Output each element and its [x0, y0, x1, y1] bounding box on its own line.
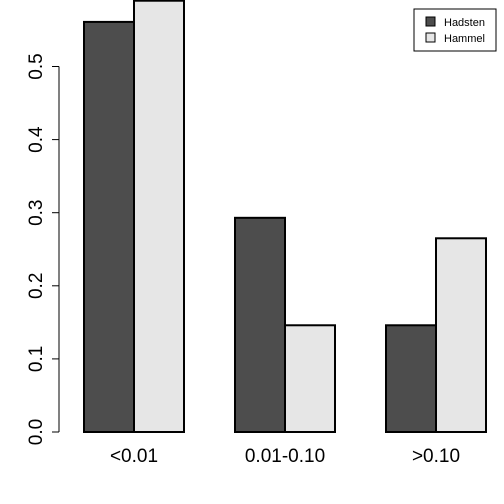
x-tick-label-1: 0.01-0.10 — [245, 446, 325, 467]
x-axis: <0.01 0.01-0.10 >0.10 — [110, 446, 460, 467]
bars-group — [83, 0, 487, 434]
legend-box — [413, 8, 497, 52]
y-tick-label-4: 0.4 — [26, 126, 47, 153]
bar-hadsten-0 — [83, 20, 135, 434]
y-tick-label-2: 0.2 — [26, 273, 47, 299]
y-axis: 0.0 0.1 0.2 0.3 0.4 0.5 — [26, 53, 60, 445]
x-tick-label-2: >0.10 — [412, 446, 460, 467]
legend: Hadsten Hammel — [413, 8, 497, 52]
legend-label-hammel: Hammel — [444, 33, 485, 45]
y-tick-label-3: 0.3 — [26, 199, 47, 225]
x-tick-label-0: <0.01 — [110, 446, 158, 467]
y-tick-label-5: 0.5 — [26, 53, 47, 79]
y-tick-label-0: 0.0 — [26, 419, 47, 445]
legend-label-hadsten: Hadsten — [444, 17, 485, 29]
bar-hadsten-1 — [234, 216, 286, 433]
bar-hadsten-2 — [385, 324, 437, 433]
y-tick-label-1: 0.1 — [26, 346, 47, 372]
bar-hammel-0 — [133, 0, 185, 434]
legend-swatch-hadsten — [425, 16, 436, 27]
legend-swatch-hammel — [425, 32, 436, 43]
bar-hammel-1 — [284, 324, 336, 433]
bar-hammel-2 — [435, 237, 487, 433]
